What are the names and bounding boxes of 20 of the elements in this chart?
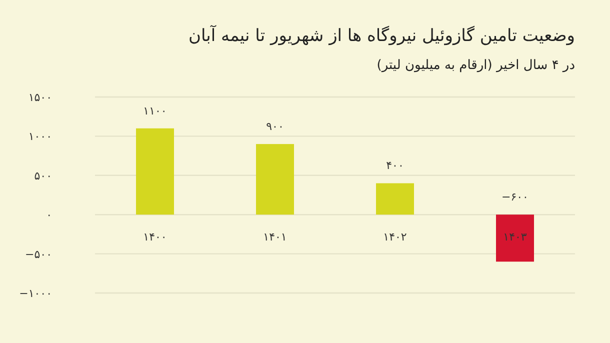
y-tick-label: ۱۵۰۰ bbox=[28, 91, 52, 104]
bar bbox=[376, 183, 414, 215]
data-label: ۱۱۰۰ bbox=[143, 104, 167, 118]
chart-subtitle: در ۴ سال اخیر (ارقام به میلیون لیتر) bbox=[376, 58, 575, 73]
y-tick-label: ۰ bbox=[46, 208, 52, 222]
x-tick-label: ۱۴۰۱ bbox=[263, 230, 287, 244]
x-tick-label: ۱۴۰۳ bbox=[503, 230, 527, 244]
y-tick-label: −۵۰۰ bbox=[25, 248, 52, 261]
chart-title: وضعیت تامین گازوئیل نیروگاه ها از شهریور تا نیمه آبان bbox=[188, 26, 575, 46]
bar bbox=[496, 214, 534, 262]
bar bbox=[136, 128, 174, 215]
data-label: ۹۰۰ bbox=[266, 120, 284, 134]
data-label: ۴۰۰ bbox=[386, 159, 404, 172]
y-tick-label: ۵۰۰ bbox=[34, 169, 52, 182]
y-tick-label: −۱۰۰۰ bbox=[19, 287, 52, 300]
data-label: −۶۰۰ bbox=[502, 190, 528, 204]
x-tick-label: ۱۴۰۲ bbox=[383, 230, 407, 244]
bar bbox=[256, 144, 294, 215]
y-tick-label: ۱۰۰۰ bbox=[28, 130, 52, 144]
x-tick-label: ۱۴۰۰ bbox=[143, 230, 167, 244]
